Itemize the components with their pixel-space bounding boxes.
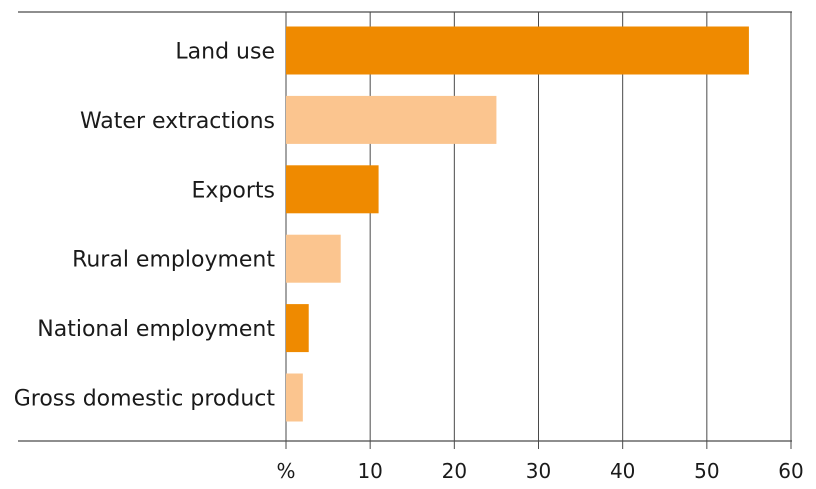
- category-label: Gross domestic product: [14, 387, 276, 412]
- category-label: Land use: [175, 40, 275, 65]
- x-axis-unit-label: %: [276, 459, 295, 483]
- bar-gross-domestic-product: [286, 373, 303, 422]
- bar-rural-employment: [286, 234, 341, 283]
- bars: [286, 26, 749, 422]
- category-label: National employment: [37, 317, 275, 342]
- category-label: Exports: [192, 178, 275, 203]
- bar-exports: [286, 165, 379, 214]
- x-tick-label: 20: [442, 459, 467, 483]
- gridlines: [285, 12, 792, 449]
- x-tick-label: 30: [526, 459, 551, 483]
- x-tick-labels: 10 20 30 40 50 60: [357, 459, 803, 483]
- x-tick-label: 60: [778, 459, 803, 483]
- chart-frame: [18, 11, 792, 442]
- x-tick-label: 10: [357, 459, 382, 483]
- category-labels: Land use Water extractions Exports Rural em…: [14, 40, 276, 412]
- bar-national-employment: [286, 304, 309, 353]
- bar-water-extractions: [286, 95, 497, 144]
- category-label: Rural employment: [72, 248, 275, 273]
- bar-land-use: [286, 26, 749, 75]
- x-tick-label: 40: [610, 459, 635, 483]
- x-tick-label: 50: [694, 459, 719, 483]
- category-label: Water extractions: [80, 109, 275, 134]
